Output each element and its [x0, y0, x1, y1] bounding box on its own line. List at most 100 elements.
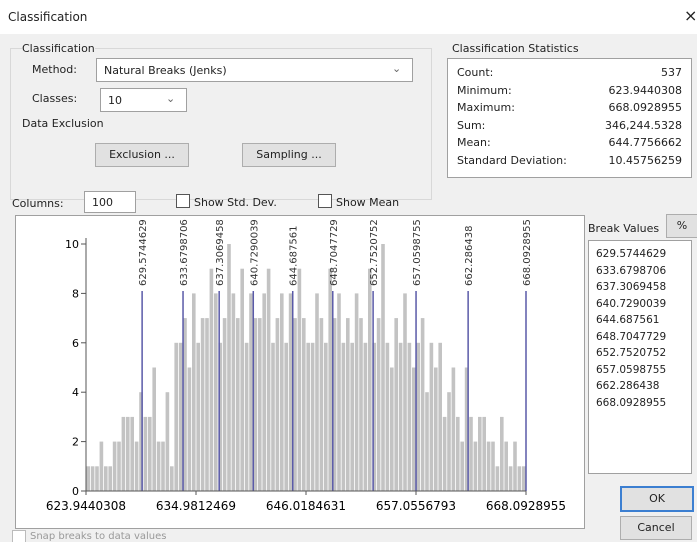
histogram-bar	[460, 441, 464, 491]
histogram-bar	[139, 392, 143, 491]
histogram-bar	[403, 293, 407, 491]
stat-label: Minimum:	[457, 83, 512, 97]
columns-spinner[interactable]	[84, 191, 136, 213]
histogram-bar	[280, 293, 284, 491]
break-value: 662.286438	[596, 380, 660, 392]
x-tick-label: 634.9812469	[156, 499, 236, 513]
histogram-bar	[104, 466, 108, 491]
histogram-bar	[148, 416, 152, 491]
classes-dropdown[interactable]	[100, 88, 187, 112]
std-dev-checkbox[interactable]	[176, 194, 190, 208]
histogram-bar	[205, 318, 209, 491]
histogram-bar	[337, 293, 341, 491]
break-label: 652.7520752	[369, 219, 380, 286]
window-title: Classification	[8, 10, 88, 24]
method-label: Method:	[32, 63, 77, 76]
histogram-bar	[306, 342, 310, 491]
histogram-bar	[227, 244, 231, 491]
x-tick-label: 657.0556793	[376, 499, 456, 513]
histogram-bar	[156, 441, 161, 491]
break-label: 640.7290039	[249, 219, 260, 286]
histogram-bar	[381, 244, 385, 491]
stat-value: 346,244.5328	[605, 118, 682, 132]
histogram-bar	[438, 342, 442, 491]
histogram-bar	[222, 318, 227, 491]
sampling-button[interactable]: Sampling ...	[242, 143, 336, 167]
histogram-bar	[258, 318, 262, 491]
histogram: 629.5744629 633.6798706 637.3069458 640.729…	[15, 215, 585, 529]
histogram-bar	[491, 441, 495, 491]
stat-value: 537	[661, 66, 682, 79]
snap-label: Snap breaks to data values	[30, 531, 167, 542]
histogram-bar	[86, 466, 90, 491]
x-tick-label: 646.0184631	[266, 499, 346, 513]
histogram-bar	[187, 367, 192, 491]
histogram-bar	[130, 416, 134, 491]
histogram-bar	[183, 318, 187, 491]
group-label: Classification	[22, 42, 95, 55]
histogram-bar	[170, 466, 174, 491]
histogram-bar	[513, 441, 517, 491]
histogram-bar	[112, 441, 117, 491]
histogram-bar	[324, 342, 328, 491]
std-dev-label: Show Std. Dev.	[194, 196, 277, 209]
break-label: 657.0598755	[412, 219, 423, 286]
histogram-bar	[161, 441, 165, 491]
histogram-bar	[416, 342, 420, 491]
break-value: 644.687561	[596, 314, 660, 326]
histogram-bar	[174, 342, 178, 491]
histogram-bar	[469, 416, 473, 491]
break-label: 644.687561	[289, 226, 300, 286]
break-label: 668.0928955	[522, 219, 533, 286]
exclusion-button[interactable]: Exclusion ...	[95, 143, 189, 167]
histogram-bar	[275, 318, 280, 491]
statistics-box	[447, 58, 692, 178]
percent-button[interactable]: %	[666, 214, 697, 238]
histogram-bar	[354, 293, 359, 491]
break-label: 648.7047729	[329, 219, 340, 286]
y-tick-label: 2	[72, 436, 79, 449]
stat-label: Standard Deviation:	[457, 153, 567, 167]
stat-label: Sum:	[457, 118, 486, 132]
histogram-bar	[429, 342, 434, 491]
columns-value: 100	[92, 196, 113, 209]
histogram-bar	[372, 342, 376, 491]
histogram-bar	[328, 268, 332, 491]
mean-checkbox[interactable]	[318, 194, 332, 208]
histogram-bar	[271, 342, 275, 491]
group-label: Classification Statistics	[452, 42, 579, 55]
histogram-bar	[310, 342, 315, 491]
classification-group	[10, 48, 432, 200]
method-dropdown[interactable]	[96, 58, 413, 82]
cancel-button[interactable]: Cancel	[620, 516, 692, 540]
histogram-bar	[434, 367, 438, 491]
snap-checkbox[interactable]	[12, 530, 26, 542]
break-value: 657.0598755	[596, 363, 667, 376]
histogram-bar	[200, 318, 205, 491]
histogram-bar	[456, 416, 460, 491]
stat-value: 623.9440308	[608, 83, 682, 97]
histogram-bar	[214, 293, 218, 491]
histogram-bar	[504, 441, 508, 491]
histogram-bar	[196, 342, 200, 491]
break-values-list[interactable]	[588, 240, 692, 474]
y-tick-label: 6	[72, 337, 79, 350]
break-value: 637.3069458	[596, 281, 667, 293]
histogram-bar	[341, 342, 346, 491]
break-label: 637.3069458	[215, 219, 226, 286]
histogram-bar	[117, 441, 121, 491]
histogram-bar	[407, 342, 412, 491]
title-bar	[0, 0, 697, 34]
histogram-bar	[288, 293, 293, 491]
histogram-bar	[297, 268, 302, 491]
histogram-bar	[473, 441, 478, 491]
break-value: 629.5744629	[596, 248, 667, 260]
break-value: 640.7290039	[596, 297, 667, 310]
close-button[interactable]: ×	[684, 6, 697, 25]
histogram-bar	[390, 367, 394, 491]
histogram-bar	[319, 318, 324, 491]
ok-button[interactable]: OK	[620, 486, 694, 512]
histogram-bar	[90, 466, 95, 491]
histogram-bar	[178, 342, 183, 491]
histogram-bar	[284, 342, 288, 491]
